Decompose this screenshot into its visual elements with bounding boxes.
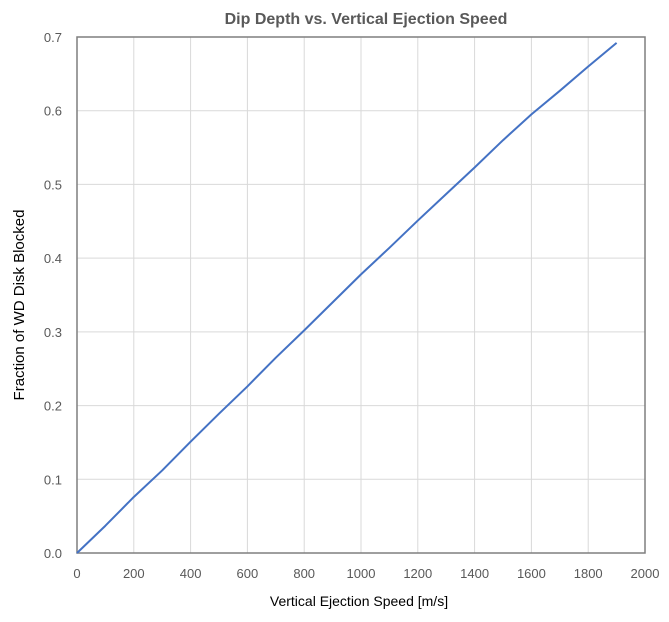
x-tick-label: 200 (123, 566, 145, 581)
x-tick-label: 600 (237, 566, 259, 581)
y-tick-label: 0.2 (44, 399, 62, 414)
chart-title: Dip Depth vs. Vertical Ejection Speed (225, 11, 508, 28)
grid (76, 36, 646, 554)
series-layer (76, 42, 618, 554)
x-tick-label: 1400 (460, 566, 489, 581)
x-tick-label: 1600 (517, 566, 546, 581)
x-tick-label: 800 (293, 566, 315, 581)
x-axis-ticks: 0 200 400 600 800 1000 1200 1400 1600 1800 2000 (73, 566, 659, 581)
plot-area-border (76, 36, 646, 554)
y-tick-label: 0.7 (44, 30, 62, 45)
x-tick-label: 400 (180, 566, 202, 581)
x-tick-label: 2000 (631, 566, 660, 581)
x-tick-label: 0 (73, 566, 80, 581)
y-axis-ticks: 0.0 0.1 0.2 0.3 0.4 0.5 0.6 0.7 (44, 30, 62, 561)
x-tick-label: 1800 (574, 566, 603, 581)
y-axis-label: Fraction of WD Disk Blocked (11, 210, 28, 401)
x-axis-label: Vertical Ejection Speed [m/s] (270, 593, 448, 609)
series-line (76, 42, 618, 554)
y-tick-label: 0.1 (44, 472, 62, 487)
y-tick-label: 0.5 (44, 177, 62, 192)
y-tick-label: 0.6 (44, 104, 62, 119)
x-tick-label: 1000 (347, 566, 376, 581)
x-tick-label: 1200 (403, 566, 432, 581)
y-tick-label: 0.0 (44, 546, 62, 561)
y-tick-label: 0.4 (44, 251, 62, 266)
y-tick-label: 0.3 (44, 325, 62, 340)
